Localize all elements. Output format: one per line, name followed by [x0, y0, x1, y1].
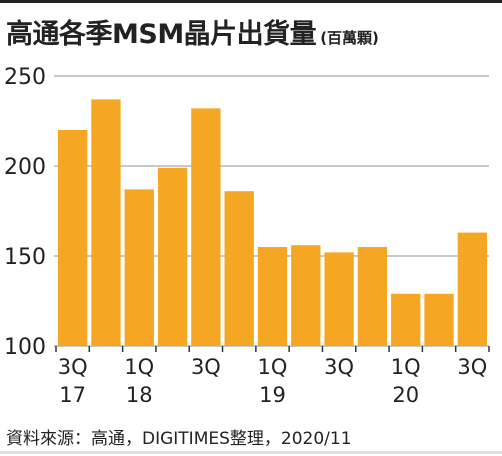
y-tick-label: 100	[4, 335, 46, 360]
x-tick-label-year: 19	[259, 383, 286, 407]
y-tick-label: 250	[4, 65, 46, 90]
x-tick-label-year: 18	[126, 383, 153, 407]
bar-2Q20	[424, 293, 454, 346]
bar-1Q18	[124, 189, 154, 346]
x-tick-label-quarter: 3Q	[324, 355, 354, 379]
x-tick-label-quarter: 3Q	[457, 355, 487, 379]
bar-3Q19	[324, 252, 354, 346]
y-tick-label: 200	[4, 155, 46, 180]
bar-3Q17	[58, 130, 88, 346]
bar-3Q20	[457, 232, 487, 346]
x-tick-label-year: 20	[392, 383, 419, 407]
bar-4Q19	[357, 247, 388, 346]
bar-4Q17	[91, 99, 121, 347]
top-rule	[0, 0, 502, 3]
x-tick-label-year: 17	[59, 383, 86, 407]
bar-4Q18	[224, 191, 254, 346]
bottom-rule	[0, 451, 502, 454]
bar-1Q19	[257, 247, 288, 346]
x-tick-label-quarter: 1Q	[124, 355, 154, 379]
bar-3Q18	[191, 108, 221, 347]
x-tick-label-quarter: 1Q	[258, 355, 288, 379]
x-tick-label-quarter: 1Q	[391, 355, 421, 379]
bar-2Q18	[157, 167, 188, 346]
bar-2Q19	[291, 245, 321, 346]
source-note: 資料來源：高通，DIGITIMES整理，2020/11	[6, 429, 352, 449]
x-tick-label-quarter: 3Q	[58, 355, 88, 379]
chart-title: 高通各季MSM晶片出貨量	[6, 19, 317, 50]
chart-unit: (百萬顆)	[320, 29, 379, 47]
x-tick-label-quarter: 3Q	[191, 355, 221, 379]
chart-title-row: 高通各季MSM晶片出貨量 (百萬顆)	[6, 12, 379, 51]
bar-1Q20	[391, 293, 421, 346]
y-tick-label: 150	[4, 245, 46, 270]
